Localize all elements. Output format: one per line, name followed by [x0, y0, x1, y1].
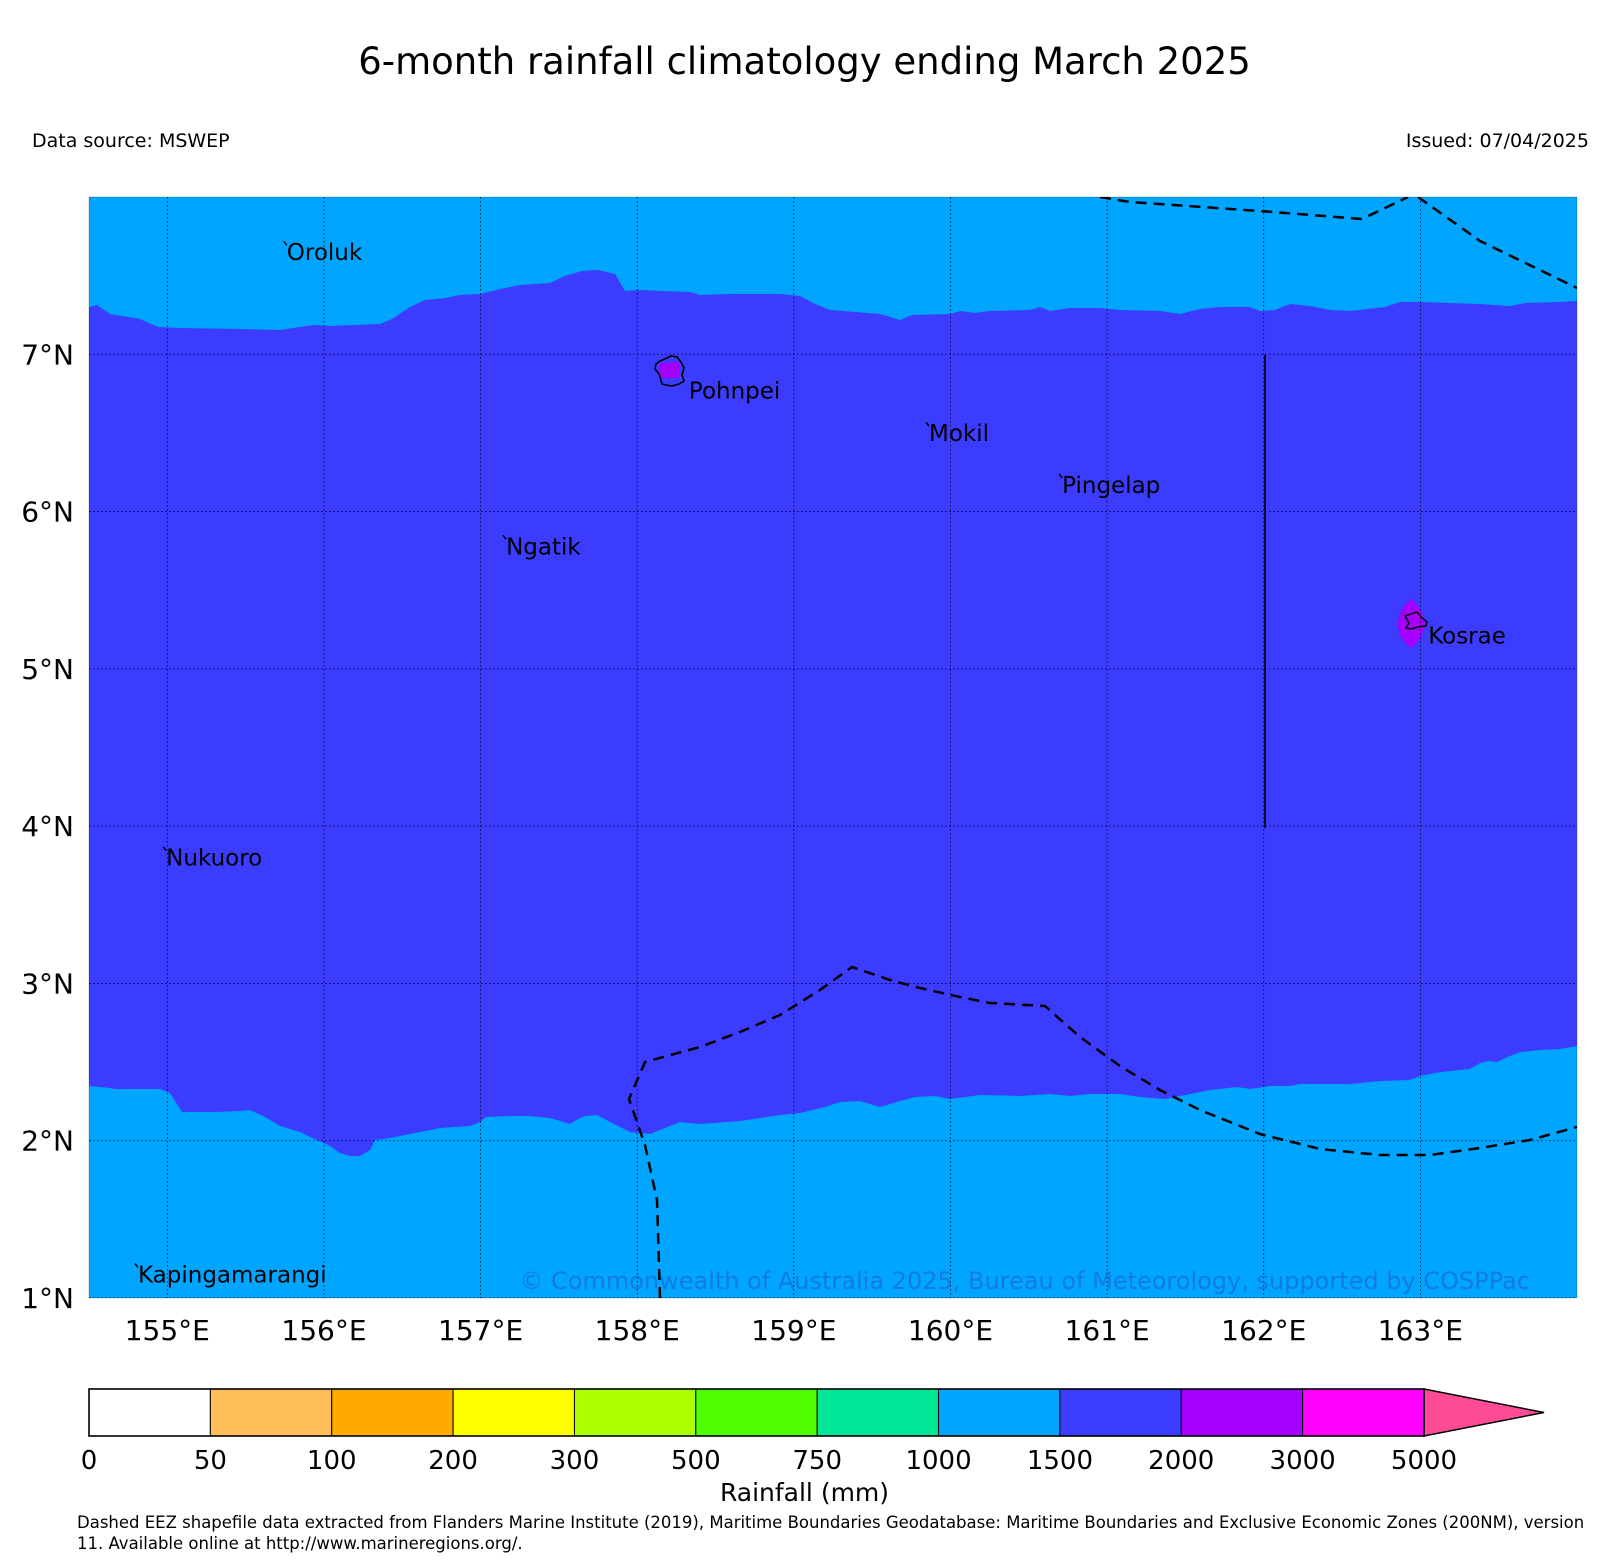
rainfall-1500-2000-region	[89, 270, 1577, 1156]
colorbar-label: 300	[550, 1446, 600, 1476]
colorbar-segment	[573, 1388, 697, 1437]
latitude-label: 3°N	[21, 967, 74, 1000]
island-label-oroluk: Oroluk	[287, 240, 363, 266]
data-source-label: Data source: MSWEP	[32, 130, 230, 152]
atoll-mark	[134, 1263, 139, 1268]
colorbar-segment	[88, 1388, 211, 1437]
colorbar-tick-labels: 0 50 100 200 300 500 750 1000 1500 2000 3000 5000	[81, 1446, 1457, 1476]
latitude-label: 7°N	[21, 338, 74, 371]
map-title: 6-month rainfall climatology ending Marc…	[358, 40, 1251, 83]
latitude-label: 6°N	[21, 496, 74, 529]
atoll-mark	[925, 421, 930, 427]
colorbar-label: 750	[792, 1446, 842, 1476]
island-label-kapingamarangi: Kapingamarangi	[138, 1263, 327, 1289]
longitude-label: 157°E	[438, 1314, 523, 1347]
longitude-label: 155°E	[125, 1314, 210, 1347]
colorbar-segment	[209, 1388, 333, 1437]
rainfall-2000-3000-kosrae	[1398, 599, 1425, 648]
eez-boundary-northeast	[1417, 197, 1577, 290]
longitude-label: 159°E	[751, 1314, 836, 1347]
colorbar-segment	[1059, 1388, 1182, 1437]
colorbar-segment	[695, 1388, 818, 1437]
latitude-label: 4°N	[21, 810, 74, 843]
latitude-label: 1°N	[21, 1282, 74, 1315]
colorbar-segment	[938, 1388, 1061, 1437]
colorbar-segment	[331, 1388, 454, 1437]
longitude-label: 162°E	[1221, 1314, 1306, 1347]
colorbar-outline	[88, 1388, 1425, 1437]
island-label-pohnpei: Pohnpei	[689, 378, 780, 404]
colorbar-segment	[1302, 1388, 1425, 1437]
footnote: Dashed EEZ shapefile data extracted from…	[77, 1513, 1585, 1553]
graticule	[89, 197, 1577, 1298]
longitude-label: 156°E	[281, 1314, 366, 1347]
island-label-nukuoro: Nukuoro	[166, 846, 262, 872]
atoll-mark	[162, 846, 167, 852]
colorbar-segment	[1180, 1388, 1304, 1437]
pohnpei-coastline	[654, 355, 685, 387]
longitude-tick-labels: 155°E 156°E 157°E 158°E 159°E 160°E 161°E 162°E…	[125, 1314, 1463, 1347]
copyright-notice: © Commonwealth of Australia 2025, Bureau…	[519, 1267, 1530, 1295]
longitude-label: 163°E	[1378, 1314, 1463, 1347]
issued-date-label: Issued: 07/04/2025	[1405, 130, 1589, 152]
eez-boundaries	[627, 197, 1577, 1298]
colorbar-label: 50	[194, 1446, 227, 1476]
colorbar-label: 3000	[1270, 1446, 1336, 1476]
longitude-label: 158°E	[595, 1314, 680, 1347]
colorbar-segment	[452, 1388, 575, 1437]
colorbar-label: 5000	[1391, 1446, 1457, 1476]
colorbar-label: 500	[671, 1446, 721, 1476]
colorbar-label: 0	[81, 1446, 98, 1476]
island-label-kosrae: Kosrae	[1428, 624, 1506, 650]
colorbar-extend-arrow	[1423, 1388, 1545, 1437]
island-labels: Oroluk Pohnpei Mokil Pingelap Ngatik Kosrae Nu…	[138, 240, 1506, 1288]
eez-boundary-north	[1099, 197, 1409, 221]
kosrae-coastline	[1403, 611, 1428, 630]
latitude-tick-labels: 1°N 2°N 3°N 4°N 5°N 6°N 7°N	[21, 338, 74, 1315]
colorbar-segment	[816, 1388, 940, 1437]
island-label-mokil: Mokil	[929, 421, 989, 447]
longitude-label: 161°E	[1065, 1314, 1150, 1347]
eez-boundary-south	[627, 965, 1577, 1298]
rainfall-colorbar	[88, 1388, 1545, 1437]
latitude-label: 5°N	[21, 653, 74, 686]
colorbar-label: 100	[307, 1446, 357, 1476]
map-area: © Commonwealth of Australia 2025, Bureau…	[89, 197, 1577, 1298]
colorbar-label: 200	[428, 1446, 478, 1476]
atoll-markers	[134, 240, 1063, 1268]
atoll-mark	[283, 240, 288, 246]
colorbar-title: Rainfall (mm)	[719, 1478, 890, 1507]
colorbar-label: 2000	[1148, 1446, 1214, 1476]
atoll-mark	[1058, 473, 1063, 479]
colorbar-label: 1000	[905, 1446, 971, 1476]
atoll-mark	[502, 534, 507, 540]
longitude-label: 160°E	[908, 1314, 993, 1347]
map-frame	[88, 196, 1578, 1299]
rainfall-2000-3000-pohnpei	[659, 362, 680, 378]
island-label-pingelap: Pingelap	[1062, 473, 1160, 499]
latitude-label: 2°N	[21, 1125, 74, 1158]
island-label-ngatik: Ngatik	[506, 534, 581, 560]
colorbar-label: 1500	[1027, 1446, 1093, 1476]
